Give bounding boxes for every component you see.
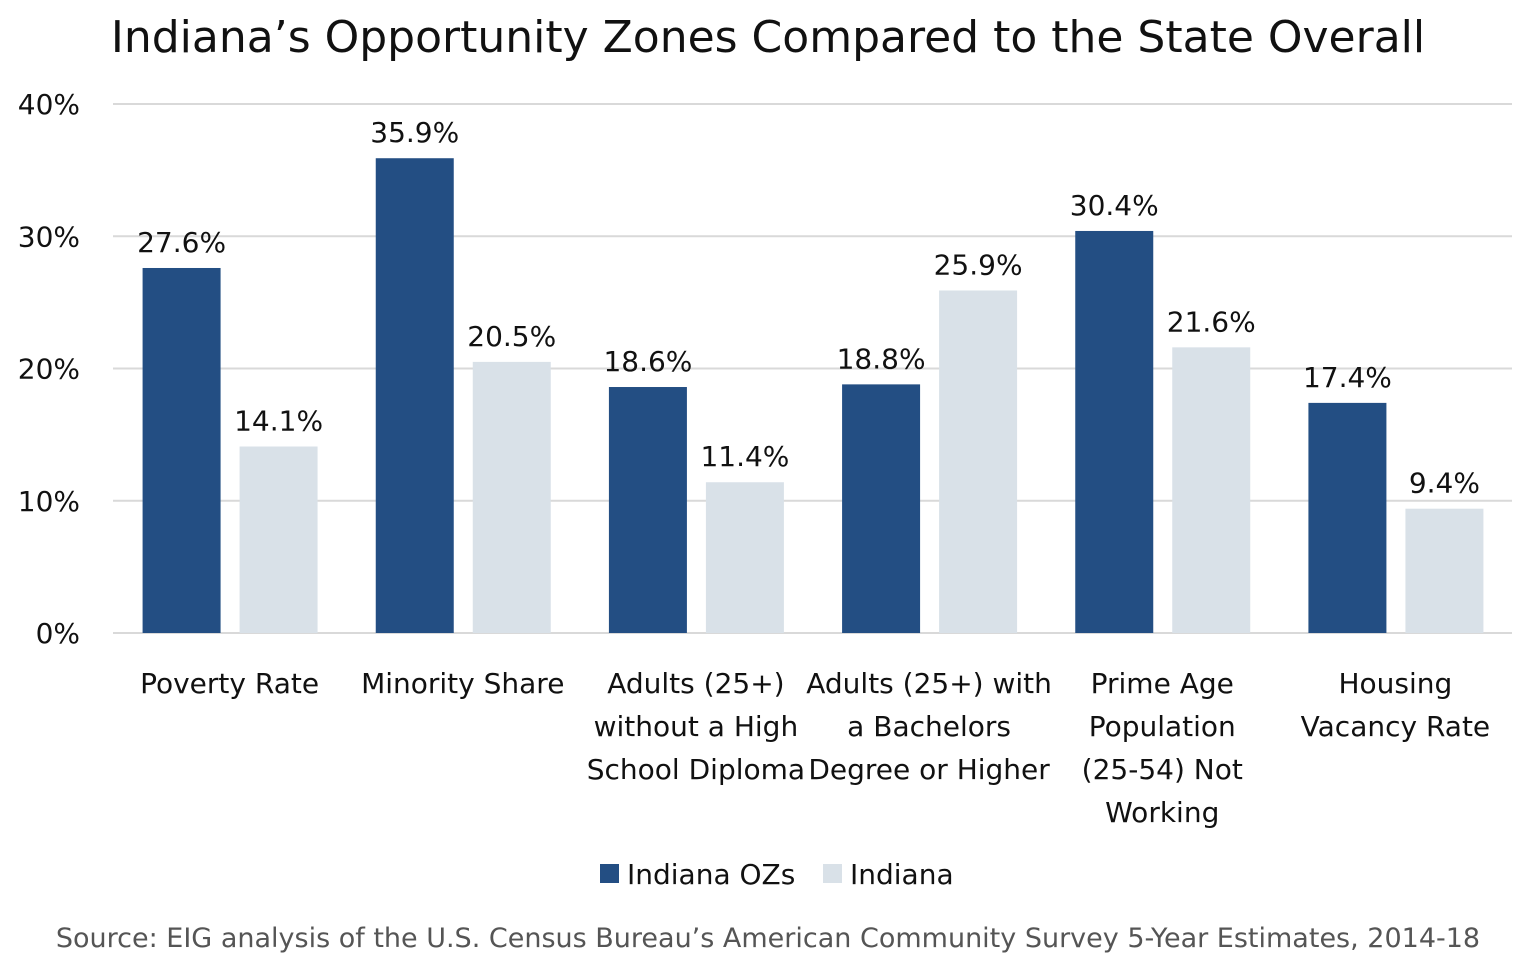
data-label: 18.6% <box>603 345 692 378</box>
bar-indiana-ozs <box>142 267 221 633</box>
y-tick-label: 10% <box>18 485 80 518</box>
legend-swatch <box>600 864 619 883</box>
data-label: 9.4% <box>1409 467 1480 500</box>
bar-indiana <box>939 290 1018 633</box>
bar-indiana <box>705 482 784 633</box>
data-label: 25.9% <box>934 248 1023 281</box>
bar-indiana-ozs <box>608 387 687 633</box>
data-label: 20.5% <box>467 320 556 353</box>
y-tick-label: 20% <box>18 353 80 386</box>
x-tick-label: Adults (25+) with a Bachelors Degree or Hi… <box>806 667 1052 786</box>
x-tick-label: Adults (25+) without a High School Diploma <box>587 667 805 786</box>
bar-indiana-ozs <box>842 384 921 633</box>
legend-label: Indiana OZs <box>627 858 795 891</box>
bar-indiana <box>1405 508 1484 633</box>
y-tick-label: 0% <box>36 617 80 650</box>
data-label: 27.6% <box>137 226 226 259</box>
legend-label: Indiana <box>850 858 954 891</box>
data-label: 14.1% <box>234 405 323 438</box>
data-label: 17.4% <box>1303 361 1392 394</box>
bar-indiana-ozs <box>375 158 454 633</box>
source-note: Source: EIG analysis of the U.S. Census … <box>56 923 1480 954</box>
data-label: 11.4% <box>700 440 789 473</box>
data-label: 30.4% <box>1070 189 1159 222</box>
x-tick-label: Housing Vacancy Rate <box>1301 667 1491 743</box>
x-tick-label: Minority Share <box>361 667 564 700</box>
chart-title: Indiana’s Opportunity Zones Compared to … <box>111 12 1425 63</box>
data-label: 21.6% <box>1167 305 1256 338</box>
x-tick-label: Poverty Rate <box>140 667 319 700</box>
bar-indiana-ozs <box>1075 230 1154 633</box>
bar-indiana <box>1172 347 1251 633</box>
bar-indiana-ozs <box>1308 402 1387 633</box>
data-label: 18.8% <box>837 342 926 375</box>
legend-swatch <box>823 864 842 883</box>
bar-indiana <box>472 361 551 633</box>
bar-indiana <box>239 446 318 633</box>
x-tick-label: Prime Age Population (25-54) Not Working <box>1082 667 1243 829</box>
y-tick-label: 40% <box>18 88 80 121</box>
y-tick-label: 30% <box>18 220 80 253</box>
data-label: 35.9% <box>370 116 459 149</box>
